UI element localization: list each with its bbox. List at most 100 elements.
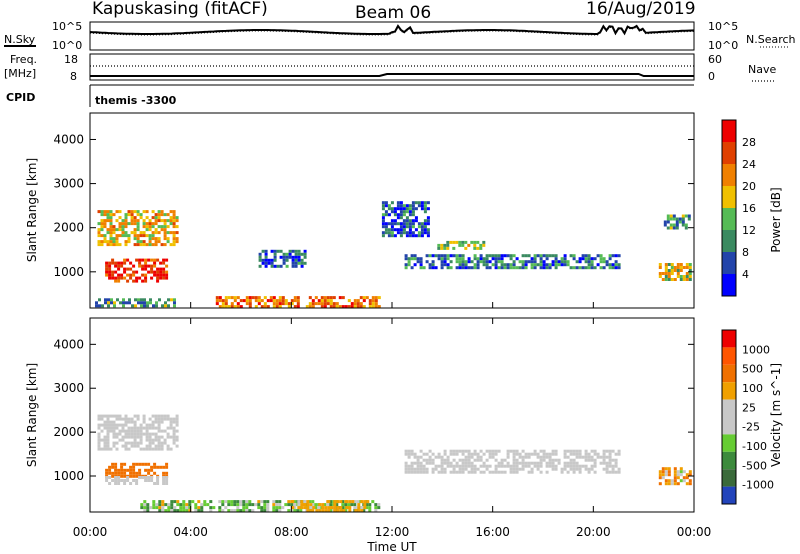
power-cell: [420, 204, 424, 208]
noise-search-trace: [89, 26, 695, 36]
power-cell: [157, 231, 161, 235]
velocity-cell: [239, 500, 243, 504]
velocity-cell: [135, 479, 139, 482]
power-cell: [269, 296, 273, 300]
power-cell: [273, 255, 277, 259]
velocity-cell: [437, 455, 441, 459]
velocity-cell: [360, 506, 364, 510]
power-cell: [112, 231, 116, 235]
power-cell: [359, 305, 363, 309]
power-cell: [109, 219, 113, 223]
velocity-cell: [362, 509, 366, 513]
velocity-cell: [169, 420, 173, 424]
velocity-cell: [473, 452, 477, 456]
velocity-cell: [132, 474, 136, 478]
velocity-cell: [467, 464, 471, 468]
power-cell: [414, 216, 418, 220]
power-cell: [254, 299, 258, 303]
x-tick-label: 20:00: [576, 525, 611, 539]
velocity-cell: [142, 417, 146, 421]
power-cell: [530, 257, 534, 261]
power-cell: [148, 237, 152, 241]
velocity-cell: [166, 444, 170, 448]
power-cell: [258, 255, 262, 259]
power-cell: [473, 246, 477, 250]
power-cell: [105, 270, 109, 274]
velocity-cell: [209, 506, 213, 510]
velocity-cell: [350, 503, 354, 507]
velocity-panel-bg: [90, 318, 694, 512]
power-cell: [381, 216, 385, 220]
power-cell: [681, 214, 685, 218]
power-cell: [323, 305, 327, 309]
velocity-cell: [605, 464, 609, 468]
velocity-cell: [106, 438, 110, 442]
velocity-cell: [175, 429, 179, 433]
power-cell: [476, 246, 480, 250]
power-cell: [417, 204, 421, 208]
power-cell: [608, 254, 612, 258]
velocity-cell: [515, 452, 519, 456]
power-cell: [267, 261, 271, 265]
velocity-cell: [103, 444, 107, 448]
power-cell: [157, 237, 161, 241]
velocity-cell: [458, 470, 462, 474]
power-cell: [414, 207, 418, 211]
velocity-cell: [569, 449, 573, 453]
velocity-cell: [109, 447, 113, 451]
velocity-cell: [539, 464, 543, 468]
cpid-label: CPID: [6, 91, 35, 104]
x-axis-label: Time UT: [366, 540, 417, 554]
velocity-cell: [117, 479, 121, 482]
velocity-cell: [539, 458, 543, 462]
power-cell: [428, 254, 432, 258]
velocity-cell: [97, 435, 101, 439]
power-cell: [515, 257, 519, 261]
velocity-cell: [115, 426, 119, 430]
power-cell: [112, 240, 116, 244]
power-cell: [107, 301, 110, 305]
velocity-cell: [142, 432, 146, 436]
velocity-cell: [230, 503, 234, 507]
velocity-cell: [515, 449, 519, 453]
power-cell: [365, 296, 369, 300]
power-cell: [112, 213, 116, 217]
velocity-cell: [170, 509, 174, 513]
velocity-cell: [147, 468, 151, 472]
power-cell: [143, 301, 146, 305]
velocity-cell: [136, 426, 140, 430]
velocity-cell: [530, 470, 534, 474]
velocity-cell: [512, 461, 516, 465]
power-cell: [485, 254, 489, 258]
velocity-cell: [503, 458, 507, 462]
velocity-cell: [458, 449, 462, 453]
power-cell: [303, 249, 307, 253]
power-cell: [470, 266, 474, 270]
velocity-cell: [165, 465, 169, 469]
power-cell: [672, 214, 676, 218]
velocity-cell: [530, 452, 534, 456]
power-cell: [440, 246, 444, 250]
velocity-cell: [227, 500, 231, 504]
velocity-cell: [291, 506, 295, 510]
power-cell: [338, 305, 342, 309]
power-cell: [413, 263, 417, 267]
power-cell: [123, 261, 127, 265]
velocity-cell: [106, 441, 110, 445]
power-cell: [381, 225, 385, 229]
velocity-cell: [341, 500, 345, 504]
power-cell: [169, 210, 173, 214]
power-cell: [258, 258, 262, 262]
velocity-cell: [148, 417, 152, 421]
colorbar-swatch: [722, 347, 736, 365]
velocity-cell: [118, 438, 122, 442]
velocity-cell: [434, 467, 438, 471]
velocity-cell: [479, 455, 483, 459]
power-cell: [242, 299, 246, 303]
velocity-cell: [227, 509, 231, 513]
velocity-cell: [266, 509, 270, 513]
power-cell: [500, 254, 504, 258]
power-cell: [384, 204, 388, 208]
colorbar-tick: 500: [742, 363, 763, 376]
power-cell: [417, 234, 421, 238]
